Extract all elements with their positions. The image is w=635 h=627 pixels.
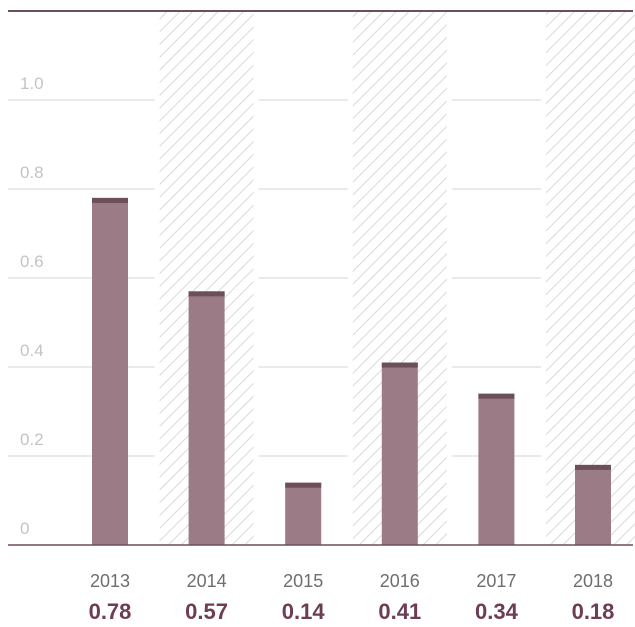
gridlines [8,99,541,457]
bar-2018 [575,464,611,545]
y-tick-label: 0.4 [20,341,44,360]
bar-2013 [92,197,128,545]
y-tick-label: 0.6 [20,252,44,271]
x-tick-label: 2017 [476,571,516,591]
x-tick-label: 2015 [283,571,323,591]
bar-2017 [478,393,515,545]
data-label: 0.14 [282,599,326,624]
x-tick-label: 2018 [573,571,613,591]
hatch-band-2018 [546,11,635,545]
data-label: 0.18 [572,599,615,624]
data-label: 0.34 [475,599,519,624]
data-label: 0.57 [185,599,228,624]
y-axis-ticks: 0 0.2 0.4 0.6 0.8 1.0 [20,74,44,538]
bar-cap-2017 [478,393,515,399]
bar-cap-2013 [92,197,128,203]
y-tick-label: 0.8 [20,163,44,182]
bar-cap-2016 [381,362,418,368]
bar-2014 [188,291,225,545]
bars [92,197,611,545]
bar-2016 [381,362,418,545]
data-labels: 0.78 0.57 0.14 0.41 0.34 0.18 [89,599,615,624]
x-tick-label: 2014 [187,571,227,591]
x-tick-label: 2013 [90,571,130,591]
data-label: 0.41 [378,599,421,624]
y-tick-label: 0.2 [20,430,44,449]
x-axis-ticks: 2013 2014 2015 2016 2017 2018 [90,571,613,591]
bar-cap-2015 [285,482,322,488]
bar-2015 [285,482,322,545]
data-label: 0.78 [89,599,132,624]
hatch-bands [159,11,635,545]
y-tick-label: 1.0 [20,74,44,93]
y-tick-label: 0 [20,519,29,538]
bar-cap-2014 [188,291,225,297]
x-tick-label: 2016 [380,571,420,591]
bar-cap-2018 [575,464,611,470]
